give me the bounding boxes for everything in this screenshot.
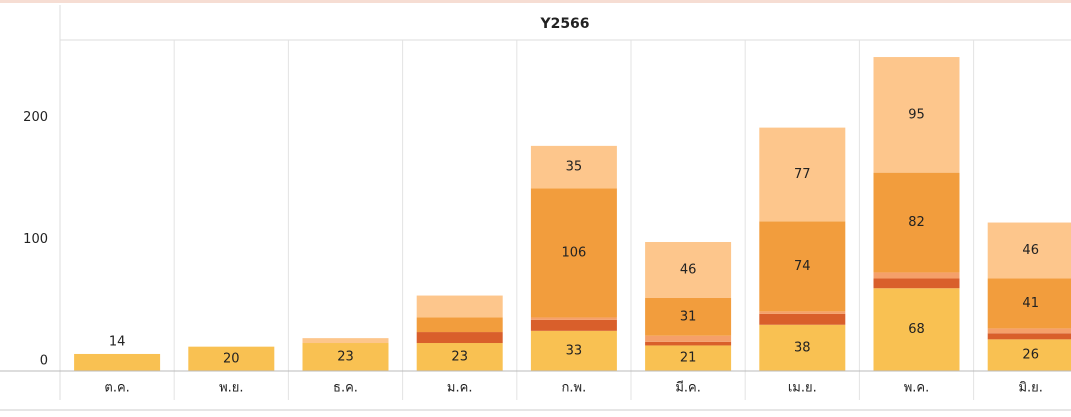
data-label: 82 bbox=[908, 215, 925, 230]
data-label: 106 bbox=[561, 245, 586, 260]
bar-segment bbox=[530, 330, 617, 371]
bar-segment bbox=[987, 339, 1071, 371]
data-label: 23 bbox=[451, 350, 468, 365]
bar-segment bbox=[759, 311, 846, 314]
bar-segment bbox=[530, 317, 617, 320]
bar-segment bbox=[759, 324, 846, 371]
bar-segment bbox=[645, 341, 732, 346]
bar-segment bbox=[873, 288, 960, 371]
x-tick-label: ม.ค. bbox=[447, 381, 473, 396]
y-tick-label: 200 bbox=[23, 110, 48, 125]
x-tick-label: พ.ย. bbox=[219, 381, 243, 396]
chart-title: Y2566 bbox=[539, 16, 589, 32]
x-tick-label: ธ.ค. bbox=[333, 381, 358, 396]
data-label: 33 bbox=[566, 343, 583, 358]
bar-segment bbox=[416, 317, 503, 333]
data-label: 14 bbox=[109, 334, 126, 349]
bar-segment bbox=[873, 57, 960, 173]
bar-segment bbox=[188, 346, 275, 371]
x-tick-label: มี.ค. bbox=[675, 380, 701, 396]
bar-segment bbox=[987, 222, 1071, 279]
bar-segment bbox=[759, 127, 846, 222]
data-label: 41 bbox=[1022, 296, 1039, 311]
data-label: 95 bbox=[908, 107, 925, 122]
bar-segment bbox=[416, 343, 503, 371]
bar-segment bbox=[416, 332, 503, 344]
bar-segment bbox=[987, 278, 1071, 329]
data-label: 31 bbox=[680, 309, 697, 324]
data-label: 20 bbox=[223, 351, 240, 366]
bar-segment bbox=[302, 343, 389, 371]
bar-segment bbox=[645, 345, 732, 371]
x-tick-label: เม.ย. bbox=[788, 381, 817, 396]
x-tick-label: พ.ค. bbox=[904, 381, 930, 396]
bar-segment bbox=[987, 328, 1071, 334]
data-label: 77 bbox=[794, 167, 811, 182]
bar-segment bbox=[987, 333, 1071, 340]
bar-segment bbox=[645, 335, 732, 342]
data-label: 23 bbox=[337, 350, 354, 365]
top-border bbox=[0, 0, 1071, 3]
bar-segment bbox=[759, 221, 846, 312]
x-tick-label: มิ.ย. bbox=[1018, 381, 1042, 396]
data-label: 74 bbox=[794, 259, 811, 274]
y-tick-label: 100 bbox=[23, 232, 48, 247]
y-tick-label: 0 bbox=[40, 354, 48, 369]
bar-segment bbox=[530, 145, 617, 189]
bar-segment bbox=[645, 297, 732, 336]
bar-segment bbox=[645, 242, 732, 298]
bar-segment bbox=[74, 353, 161, 371]
bar-segment bbox=[530, 188, 617, 318]
bar-segment bbox=[302, 338, 389, 344]
bar-segment bbox=[530, 319, 617, 331]
bar-segment bbox=[873, 172, 960, 273]
bar-segment bbox=[416, 295, 503, 318]
data-label: 46 bbox=[1022, 243, 1039, 258]
data-label: 21 bbox=[680, 351, 697, 366]
bar-segment bbox=[873, 278, 960, 289]
data-label: 26 bbox=[1022, 348, 1039, 363]
bar-segment bbox=[759, 313, 846, 325]
x-tick-label: ก.พ. bbox=[562, 381, 587, 396]
bar-segment bbox=[873, 272, 960, 279]
data-label: 35 bbox=[566, 160, 583, 175]
data-label: 38 bbox=[794, 340, 811, 355]
data-label: 68 bbox=[908, 322, 925, 337]
data-label: 46 bbox=[680, 262, 697, 277]
x-tick-label: ต.ค. bbox=[104, 381, 129, 396]
